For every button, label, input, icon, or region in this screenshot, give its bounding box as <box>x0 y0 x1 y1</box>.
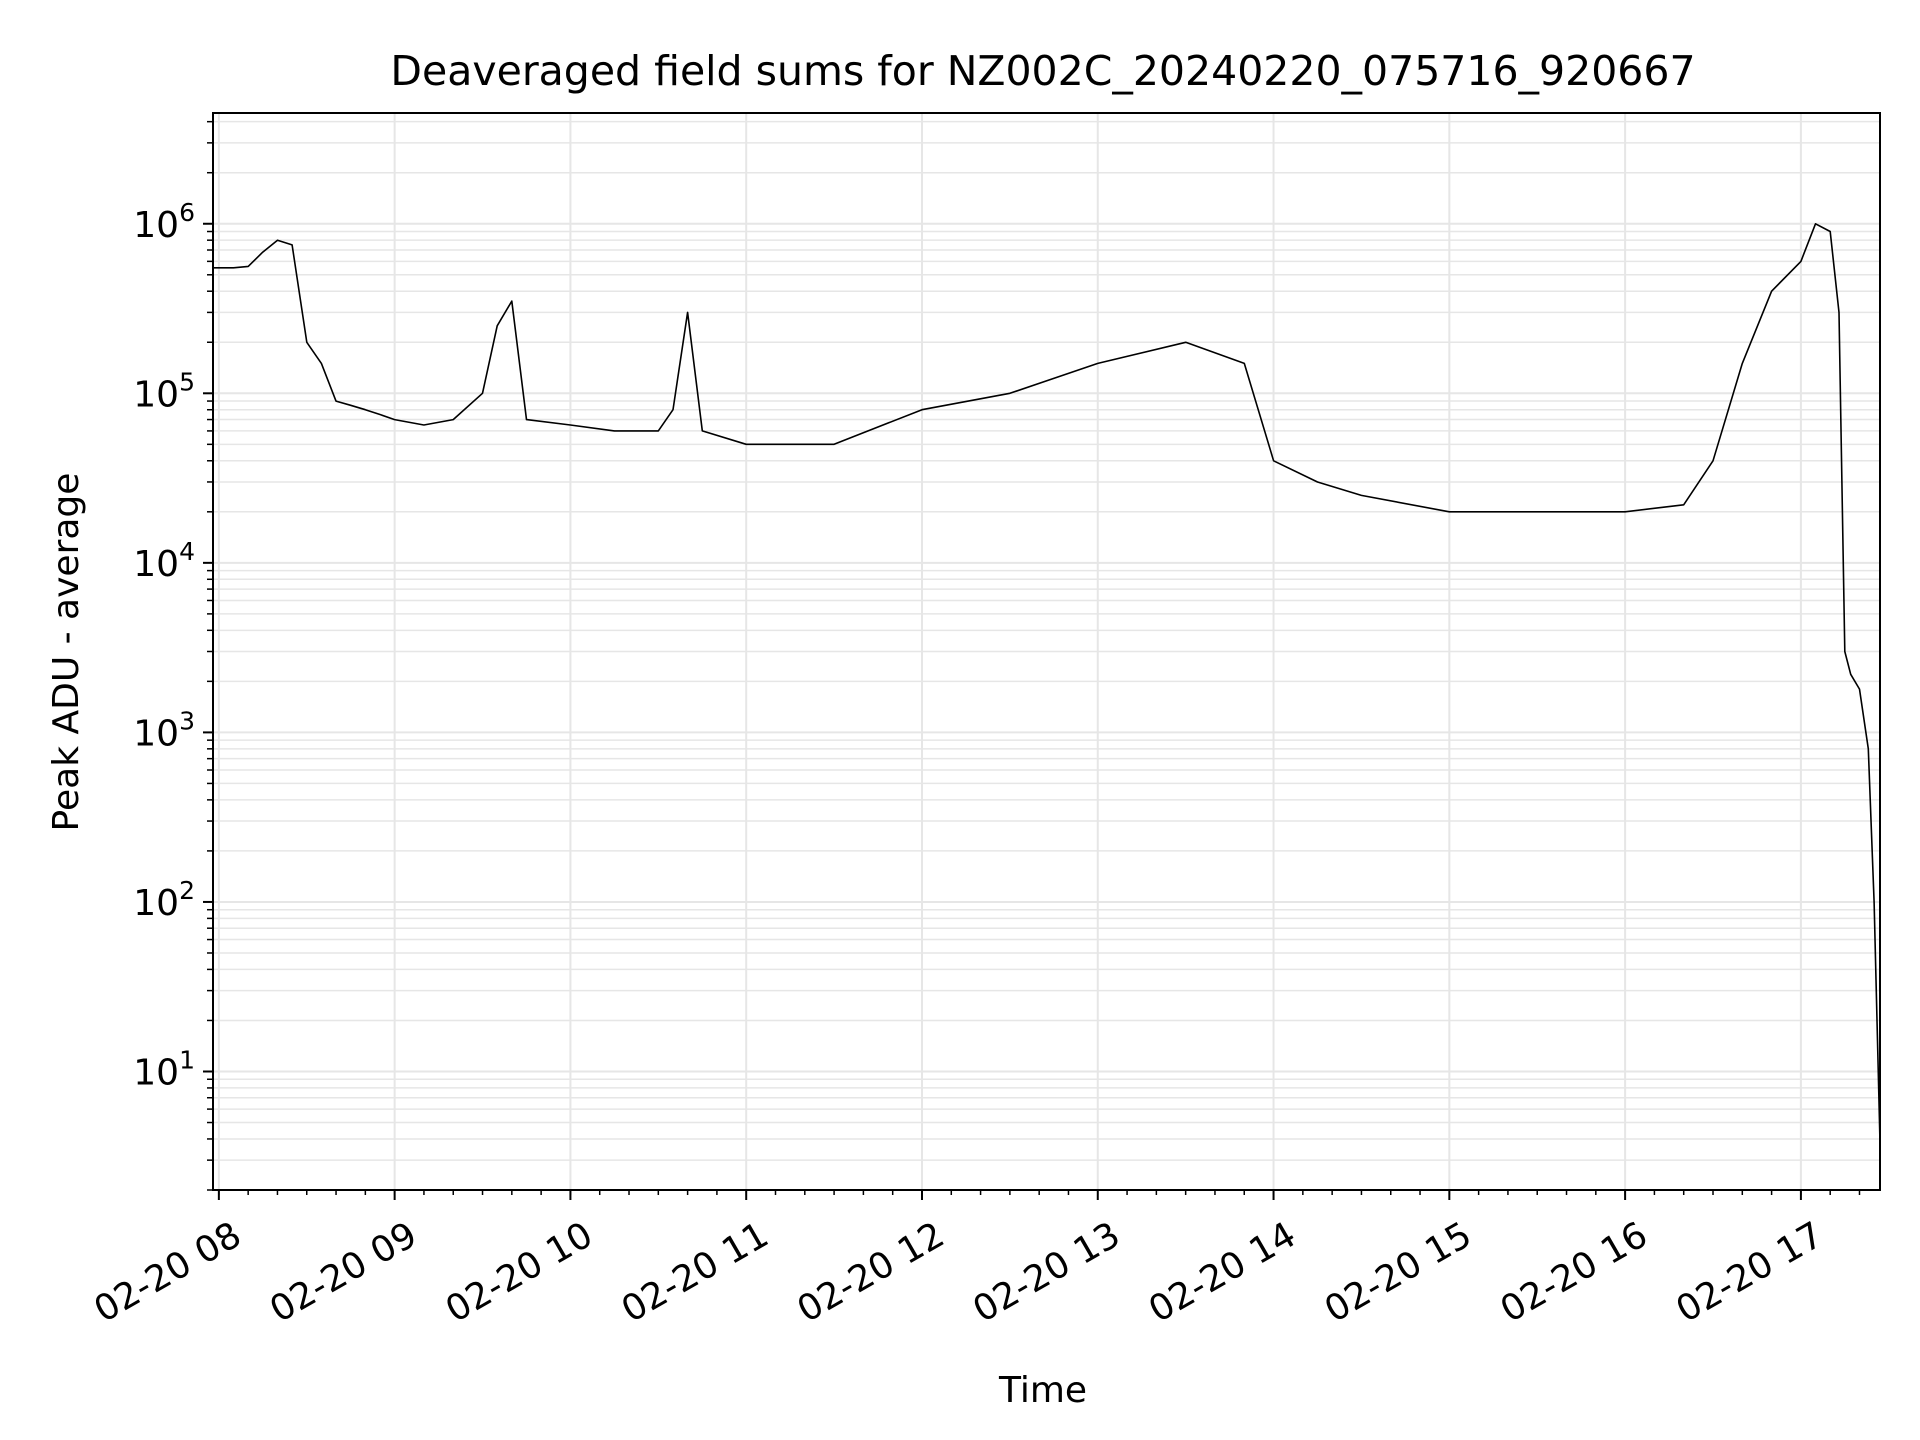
y-tick-label: 105 <box>133 367 195 415</box>
grid <box>213 113 1880 1191</box>
series-line-0 <box>213 223 1881 1143</box>
y-tick-label: 104 <box>133 537 195 585</box>
y-tick-label: 103 <box>133 706 195 754</box>
plot-frame <box>212 112 1881 1191</box>
y-tick-label: 101 <box>133 1045 195 1093</box>
y-axis-label: Peak ADU - average <box>46 473 87 832</box>
chart-title: Deaveraged field sums for NZ002C_2024022… <box>390 47 1695 95</box>
y-tick-label: 106 <box>133 198 195 246</box>
y-tick-label: 102 <box>133 876 195 924</box>
data-layer <box>213 223 1881 1143</box>
x-axis-label: Time <box>998 1370 1087 1411</box>
